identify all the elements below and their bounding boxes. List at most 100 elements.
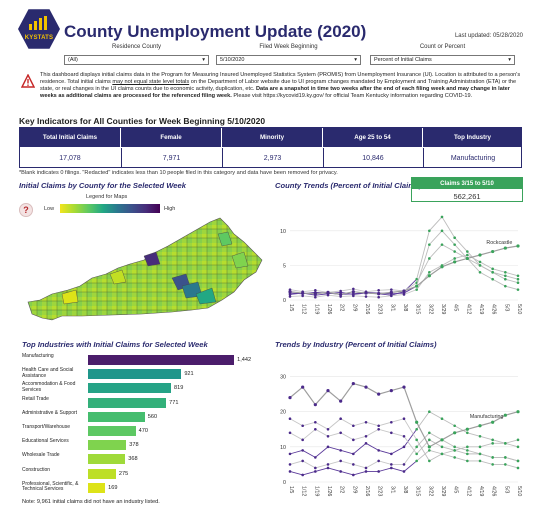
series-point (504, 277, 507, 281)
help-icon[interactable]: ? (19, 203, 33, 217)
series-point (288, 452, 292, 456)
highlight-series-point (491, 420, 495, 424)
highlight-series-point (465, 256, 469, 261)
series-point (339, 470, 342, 473)
highlight-series-point (402, 289, 406, 293)
kpi-value-total: 17,078 (59, 154, 81, 162)
industry-trends-chart: 0 10 20 30 1/5 1/12 1/19 1/26 2/2 2/9 2/16 2/23 3/1 3… (280, 375, 522, 497)
disclaimer-p1: This dashboard displays initial claims d… (40, 72, 521, 86)
industry-bar[interactable] (88, 369, 182, 380)
x-tick-label: 4/26 (491, 486, 497, 496)
bar-value-label: 560 (147, 413, 158, 420)
chevron-down-icon: ▾ (202, 57, 205, 63)
y-tick-label: 30 (280, 375, 286, 381)
series-point (364, 295, 368, 298)
series-point (377, 295, 380, 299)
week-select-value: 5/10/2020 (220, 57, 245, 63)
background-series-line (289, 418, 418, 441)
legend-title: Legend for Maps (86, 194, 128, 200)
industry-bar[interactable] (88, 355, 235, 365)
x-tick-label: 2/9 (351, 486, 357, 493)
series-point (339, 431, 342, 435)
x-tick-label: 2/23 (377, 486, 383, 496)
x-tick-label: 3/15 (415, 486, 421, 496)
bar-chart-logo-icon (29, 16, 47, 30)
industry-bar[interactable] (88, 426, 136, 436)
series-point (314, 295, 317, 299)
bar-category-label: Administrative & Support (22, 409, 78, 416)
bar-value-label: 1,442 (237, 357, 252, 363)
filter-label-measure: Count or Percent (419, 44, 466, 50)
highlight-series-point (288, 396, 292, 400)
series-point (402, 435, 406, 438)
highlight-series-point (402, 385, 406, 389)
logo-text: KYSTATS (24, 35, 54, 41)
series-point (364, 442, 368, 445)
series-point (326, 463, 330, 466)
industry-note: Note: 9,961 initial claims did not have … (22, 499, 160, 505)
series-point (440, 229, 444, 233)
bar-category-label: Accommodation & Food Services (22, 381, 76, 393)
industry-bar[interactable] (88, 454, 126, 465)
disclaimer-p3: Please visit https://kycovid19.ky.gov/ f… (231, 93, 473, 100)
industry-bar[interactable] (88, 468, 116, 479)
series-point (478, 459, 482, 463)
bar-category-label: Retail Trade (22, 395, 49, 402)
measure-select[interactable]: Percent of Initial Claims ▾ (370, 55, 515, 65)
highlight-series-point (301, 385, 305, 389)
series-point (428, 257, 431, 260)
series-point (339, 417, 342, 421)
kentucky-county-map[interactable] (22, 216, 266, 324)
highlight-series-point (326, 389, 330, 393)
highlight-series-point (339, 399, 343, 403)
x-tick-label: 3/8 (402, 304, 408, 311)
industry-bar[interactable] (88, 397, 167, 408)
series-point (516, 466, 520, 470)
kpi-header-minority: Minority (222, 128, 322, 147)
series-point (390, 294, 393, 298)
highlight-series-point (478, 253, 482, 257)
disclaimer-bold: Data are a snapshot in time two weeks af… (40, 86, 510, 100)
y-tick-label: 20 (280, 410, 286, 416)
series-point (466, 452, 469, 456)
series-point (301, 459, 304, 463)
x-tick-label: 4/5 (453, 486, 459, 493)
highlight-series-point (377, 392, 381, 396)
bar-value-label: 275 (118, 470, 129, 477)
kpi-value-age: 10,846 (323, 148, 422, 168)
series-point (352, 473, 355, 477)
week-select[interactable]: 5/10/2020 ▾ (216, 55, 361, 65)
x-tick-label: 3/29 (440, 486, 446, 496)
series-point (314, 427, 317, 431)
x-tick-label: 1/12 (301, 304, 307, 314)
series-point (466, 431, 469, 435)
series-point (478, 435, 482, 438)
x-tick-label: 3/15 (415, 304, 421, 314)
highlight-series-point (301, 291, 305, 295)
industry-bar[interactable] (88, 383, 171, 394)
x-tick-label: 4/12 (465, 304, 471, 314)
county-select[interactable]: (All) ▾ (64, 55, 209, 65)
highlight-series-point (389, 389, 393, 393)
highlight-series-point (453, 260, 457, 264)
x-tick-label: 1/5 (288, 304, 294, 311)
industry-bar[interactable] (88, 482, 106, 493)
kpi-title: Key Indicators for All Counties for Week… (19, 116, 266, 126)
series-point (516, 281, 520, 284)
series-point (377, 424, 380, 428)
bar-category-label: Professional, Scientific, & Technical Se… (22, 480, 79, 493)
industry-bar[interactable] (88, 440, 127, 451)
disclaimer-text: This dashboard displays initial claims d… (40, 72, 522, 112)
series-callout-label: Manufacturing (470, 414, 504, 420)
series-point (364, 435, 368, 438)
series-point (314, 289, 317, 292)
highlight-series-point (440, 265, 444, 269)
industry-bar[interactable] (88, 411, 145, 422)
highlight-series-point (364, 385, 368, 389)
series-point (516, 288, 520, 291)
bar-value-label: 771 (169, 399, 179, 406)
series-point (478, 264, 482, 267)
series-point (326, 435, 330, 438)
highlight-series-point (427, 274, 431, 278)
series-point (415, 427, 418, 431)
